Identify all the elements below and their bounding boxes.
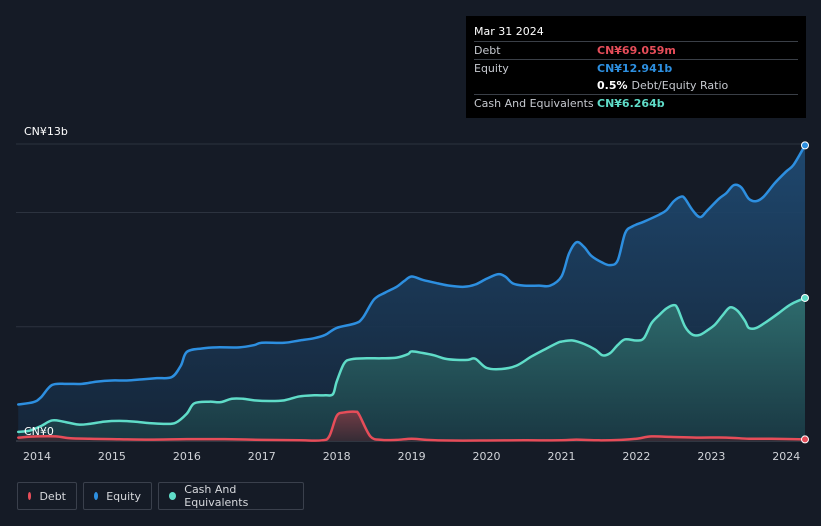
cash-dot-icon bbox=[169, 492, 177, 500]
tooltip-row-equity: Equity CN¥12.941b bbox=[474, 59, 798, 77]
equity-end-marker bbox=[801, 141, 809, 150]
tooltip-suffix: Debt/Equity Ratio bbox=[631, 79, 729, 92]
legend-item-cash[interactable]: Cash And Equivalents bbox=[158, 482, 304, 510]
tooltip-panel: Mar 31 2024 Debt CN¥69.059m Equity CN¥12… bbox=[466, 16, 806, 118]
x-tick-label: 2023 bbox=[697, 450, 725, 463]
x-tick-label: 2016 bbox=[173, 450, 201, 463]
y-tick-label: CN¥0 bbox=[24, 425, 54, 438]
x-tick-label: 2024 bbox=[772, 450, 800, 463]
equity-line bbox=[17, 144, 807, 406]
debt-line bbox=[17, 410, 807, 442]
x-tick-label: 2014 bbox=[23, 450, 51, 463]
tooltip-label bbox=[474, 77, 597, 94]
tooltip-label: Debt bbox=[474, 44, 501, 57]
x-tick-label: 2021 bbox=[547, 450, 575, 463]
tooltip-value: CN¥69.059m bbox=[597, 44, 676, 57]
cash-end-marker bbox=[801, 293, 809, 302]
y-tick-label: CN¥13b bbox=[24, 125, 68, 138]
x-tick-label: 2015 bbox=[98, 450, 126, 463]
legend-label: Debt bbox=[39, 489, 66, 503]
x-tick-label: 2022 bbox=[622, 450, 650, 463]
debt-dot-icon bbox=[28, 492, 32, 500]
tooltip-label: Equity bbox=[474, 62, 509, 75]
x-tick-label: 2020 bbox=[473, 450, 501, 463]
tooltip-value: CN¥12.941b bbox=[597, 62, 673, 75]
tooltip-row-cash: Cash And Equivalents CN¥6.264b bbox=[474, 94, 798, 112]
cash-line bbox=[17, 296, 807, 434]
cash-area bbox=[18, 297, 805, 441]
legend-label: Equity bbox=[106, 489, 141, 503]
debt-end-marker bbox=[801, 435, 809, 444]
tooltip-label: Cash And Equivalents bbox=[474, 97, 594, 110]
tooltip-row-debt: Debt CN¥69.059m bbox=[474, 41, 798, 59]
x-tick-label: 2019 bbox=[398, 450, 426, 463]
tooltip-row-ratio: 0.5% Debt/Equity Ratio bbox=[474, 77, 798, 94]
equity-dot-icon bbox=[94, 492, 99, 500]
tooltip-value: 0.5% bbox=[597, 79, 628, 92]
tooltip-date: Mar 31 2024 bbox=[474, 25, 544, 38]
legend-item-debt[interactable]: Debt bbox=[17, 482, 77, 510]
x-tick-label: 2017 bbox=[248, 450, 276, 463]
x-tick-label: 2018 bbox=[323, 450, 351, 463]
tooltip-value: CN¥6.264b bbox=[597, 97, 665, 110]
legend-item-equity[interactable]: Equity bbox=[83, 482, 152, 510]
legend-label: Cash And Equivalents bbox=[184, 483, 249, 509]
